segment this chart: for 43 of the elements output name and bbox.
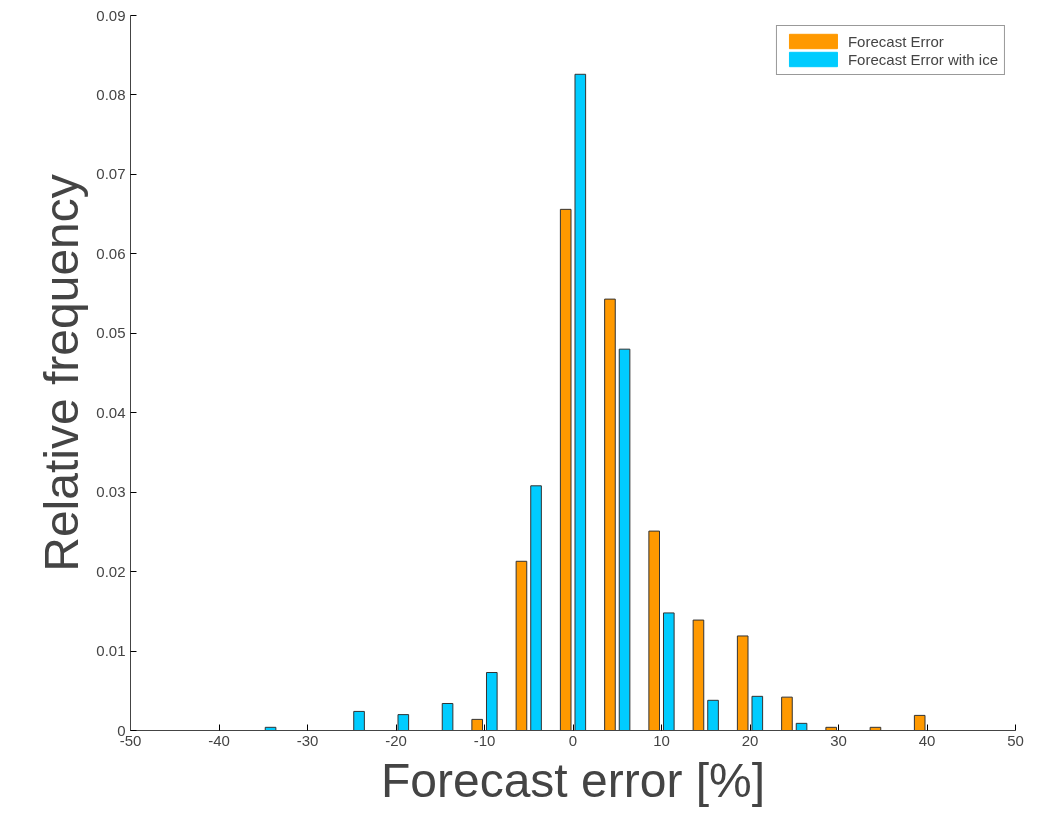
x-tick-label: 20	[741, 731, 759, 749]
bar	[353, 710, 365, 731]
y-tick-label: 0.05	[96, 324, 126, 342]
bar	[604, 298, 616, 731]
bar	[441, 702, 454, 731]
y-tick-label: 0.01	[96, 642, 126, 660]
bar	[574, 73, 587, 731]
y-tick-label: 0.09	[96, 6, 126, 24]
x-tick-label: 0	[568, 731, 578, 749]
y-tick-label: 0.07	[96, 165, 126, 183]
x-tick-label: 40	[918, 731, 936, 749]
bar	[618, 348, 631, 731]
bar	[795, 722, 808, 731]
bar	[736, 635, 749, 731]
legend-label: Forecast Error with ice	[847, 50, 998, 68]
x-tick-label: -30	[296, 731, 319, 749]
y-tick-label: 0.03	[96, 483, 126, 501]
x-axis-title: Forecast error [%]	[380, 753, 766, 807]
bar	[692, 619, 705, 731]
y-axis-title: Relative frequency	[35, 174, 89, 572]
y-tick-label: 0.06	[96, 244, 126, 262]
bar	[515, 560, 528, 731]
bar	[707, 699, 719, 731]
bar	[485, 672, 498, 731]
bar	[471, 718, 484, 731]
y-tick-label: 0.08	[96, 85, 126, 103]
bar	[781, 696, 793, 731]
bar	[559, 208, 572, 731]
x-tick-label: 30	[830, 731, 847, 749]
bar	[648, 530, 661, 731]
bar	[913, 714, 926, 731]
legend-label: Forecast Error	[847, 32, 944, 50]
bar	[662, 612, 675, 731]
x-tick-label: 50	[1007, 731, 1024, 749]
x-tick-label: 10	[653, 731, 670, 749]
x-tick-label: -10	[473, 731, 496, 749]
bar	[751, 695, 764, 731]
x-tick-label: -40	[208, 731, 230, 749]
x-tick-label: -20	[385, 731, 407, 749]
y-tick-label: 0.02	[96, 562, 126, 580]
bar	[397, 714, 410, 731]
bar	[530, 485, 542, 731]
y-tick-label: 0.04	[96, 403, 126, 421]
